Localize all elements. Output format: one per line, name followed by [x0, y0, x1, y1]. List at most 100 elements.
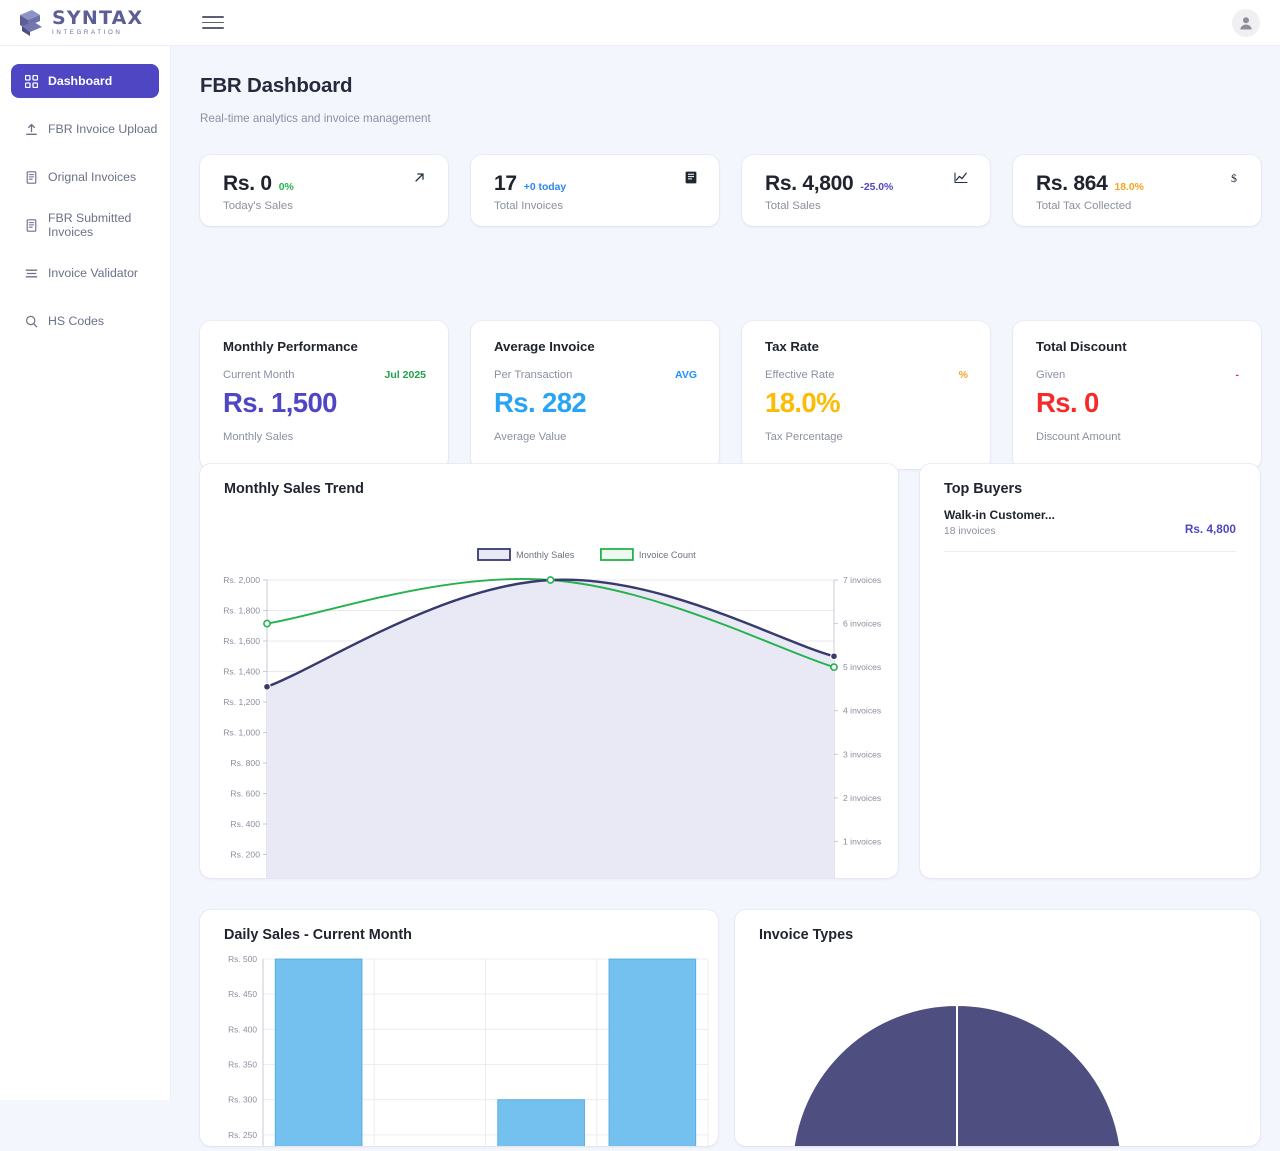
brand-subtitle: INTEGRATION [52, 28, 123, 36]
y-axis-tick-label: Rs. 800 [230, 758, 260, 768]
stat-label: Total Tax Collected [1036, 200, 1132, 212]
metric-tag: Jul 2025 [384, 369, 426, 381]
document-icon [19, 170, 43, 184]
y2-axis-tick-label: 6 invoices [843, 619, 881, 629]
y-axis-tick-label: Rs. 1,600 [223, 636, 260, 646]
brand-text: SYNTAX INTEGRATION [52, 6, 144, 36]
sidebar-item-label: FBR Invoice Upload [48, 122, 158, 136]
stat-card-total-tax-collected: Rs. 864 18.0% Total Tax Collected $ [1013, 155, 1261, 226]
y-axis-tick-label: Rs. 2,000 [223, 575, 260, 585]
y-axis-tick-label: Rs. 1,000 [223, 728, 260, 738]
daily-y-axis-tick-label: Rs. 250 [228, 1130, 257, 1140]
invoice-types-card: Invoice Types [735, 910, 1260, 1151]
stat-value-row: Rs. 0 0% [223, 172, 294, 196]
user-avatar-icon[interactable] [1232, 9, 1260, 37]
stat-value-row: 17 +0 today [494, 172, 566, 196]
stat-card-total-invoices: 17 +0 today Total Invoices [471, 155, 719, 226]
y2-axis-tick-label: 1 invoices [843, 836, 881, 846]
metric-value: Rs. 0 [1036, 387, 1099, 418]
stat-label: Total Sales [765, 200, 821, 212]
monthly-sales-area [267, 579, 834, 878]
invoice-types-slice[interactable] [956, 1003, 1122, 1151]
invoice-types-slice[interactable] [792, 1003, 958, 1151]
daily-y-axis-tick-label: Rs. 500 [228, 954, 257, 964]
sidebar-item-fbr-submitted-invoices[interactable]: FBR Submitted Invoices [11, 208, 159, 242]
y2-axis-tick-label: 7 invoices [843, 575, 881, 585]
y-axis-tick-label: Rs. 1,200 [223, 697, 260, 707]
invoice-types-title: Invoice Types [759, 927, 854, 943]
y2-axis-tick-label: 4 invoices [843, 706, 881, 716]
buyer-amount: Rs. 4,800 [1184, 522, 1236, 536]
top-buyer-row[interactable]: Walk-in Customer... 18 invoices Rs. 4,800 [944, 508, 1236, 537]
top-buyers-card: Top Buyers Walk-in Customer... 18 invoice… [920, 464, 1260, 878]
metric-card-average-invoice: Average Invoice Per Transaction AVG Rs. 282… [471, 321, 719, 469]
sidebar-item-label: FBR Submitted Invoices [48, 211, 132, 239]
metric-value: 18.0% [765, 387, 841, 418]
daily-sales-bar[interactable] [608, 958, 697, 1151]
stat-label: Total Invoices [494, 200, 564, 212]
stat-delta: -25.0% [860, 182, 894, 193]
metric-subtitle: Current Month [223, 369, 295, 381]
metric-value: Rs. 282 [494, 387, 587, 418]
brand-name: SYNTAX [52, 6, 144, 29]
hamburger-icon[interactable] [202, 12, 224, 33]
grid-icon [19, 74, 43, 88]
daily-sales-bar[interactable] [497, 1099, 585, 1151]
buyer-row-divider [944, 551, 1236, 552]
search-icon [19, 315, 43, 328]
y-axis-tick-label: Rs. 600 [230, 789, 260, 799]
invoice-types-chart[interactable] [735, 910, 1260, 1151]
sidebar-item-fbr-invoice-upload[interactable]: FBR Invoice Upload [11, 112, 159, 146]
stat-value: Rs. 0 [223, 172, 272, 195]
invoice-icon [685, 171, 697, 187]
sidebar-item-orignal-invoices[interactable]: Orignal Invoices [11, 160, 159, 194]
brand-logo[interactable]: SYNTAX INTEGRATION [0, 0, 170, 46]
daily-y-axis-tick-label: Rs. 450 [228, 989, 257, 999]
legend-swatch [599, 548, 634, 561]
y-axis-tick-label: Rs. 400 [230, 819, 260, 829]
svg-text:$: $ [1231, 171, 1237, 185]
top-buyers-title: Top Buyers [944, 481, 1023, 497]
y-axis-tick-label: Rs. 1,800 [223, 606, 260, 616]
stat-value-row: Rs. 864 18.0% [1036, 172, 1144, 196]
sidebar-item-hs-codes[interactable]: HS Codes [11, 304, 159, 338]
metric-footer: Average Value [494, 431, 567, 443]
document-icon [19, 218, 43, 232]
metric-title: Tax Rate [765, 339, 819, 354]
metric-card-total-discount: Total Discount Given - Rs. 0 Discount Amount [1013, 321, 1261, 469]
daily-sales-bar[interactable] [274, 958, 363, 1151]
sidebar: Dashboard FBR Invoice Upload Orignal Invoi… [0, 46, 171, 1100]
metric-value: Rs. 1,500 [223, 387, 337, 418]
monthly-sales-point[interactable] [263, 682, 271, 691]
buyer-invoice-count: 18 invoices [944, 526, 996, 537]
sidebar-item-label: HS Codes [48, 314, 105, 328]
invoice-count-point[interactable] [830, 663, 838, 672]
invoice-count-point[interactable] [546, 576, 555, 584]
line-chart-icon [954, 171, 968, 187]
buyer-name: Walk-in Customer... [944, 508, 1055, 522]
page-title: FBR Dashboard [200, 74, 353, 97]
invoice-count-point[interactable] [263, 619, 271, 628]
sidebar-item-dashboard[interactable]: Dashboard [11, 64, 159, 98]
trend-legend[interactable]: Monthly Sales Invoice Count [477, 548, 696, 561]
legend-swatch [477, 548, 511, 561]
metric-footer: Discount Amount [1036, 431, 1121, 443]
stat-value: 17 [494, 172, 517, 195]
monthly-sales-point[interactable] [830, 652, 838, 661]
metric-tag: - [1235, 369, 1240, 381]
sidebar-item-label: Orignal Invoices [48, 170, 137, 184]
metric-tag: AVG [675, 369, 697, 381]
top-bar: SYNTAX INTEGRATION [0, 0, 1280, 46]
main-content: FBR Dashboard Real-time analytics and in… [171, 46, 1280, 1151]
metric-footer: Tax Percentage [765, 431, 843, 443]
daily-sales-title: Daily Sales - Current Month [224, 927, 412, 943]
metric-title: Monthly Performance [223, 339, 358, 354]
sidebar-item-invoice-validator[interactable]: Invoice Validator [11, 256, 159, 290]
legend-label: Invoice Count [639, 550, 696, 560]
metric-title: Average Invoice [494, 339, 595, 354]
y2-axis-tick-label: 2 invoices [843, 793, 881, 803]
